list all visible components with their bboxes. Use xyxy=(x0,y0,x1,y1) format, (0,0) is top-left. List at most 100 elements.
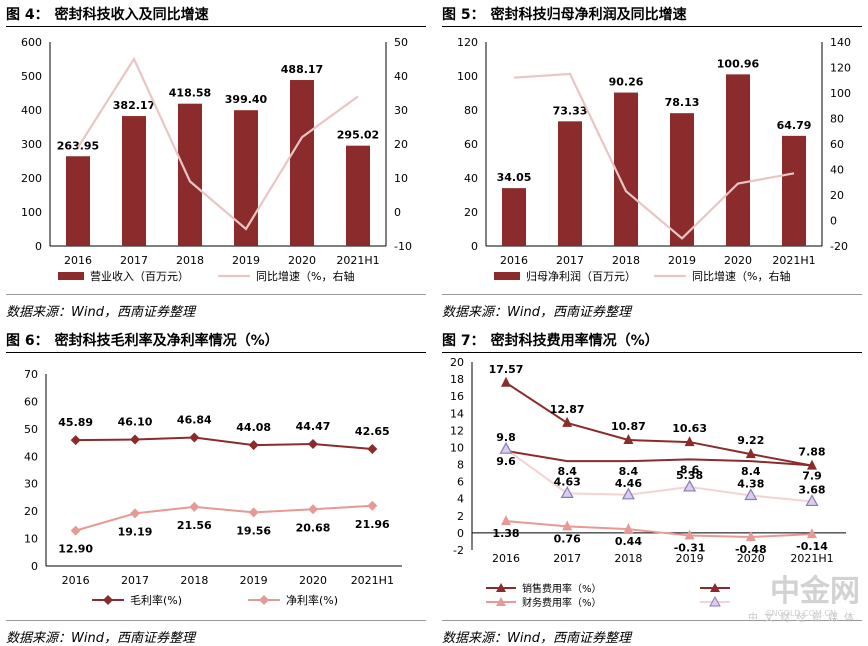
legend-swatch-marker xyxy=(103,595,113,605)
left-tick-label: 0 xyxy=(31,560,38,573)
data-label: 4.63 xyxy=(554,475,581,488)
data-label: 7.88 xyxy=(798,446,825,459)
bar-value-label: 73.33 xyxy=(553,104,588,117)
left-tick-label: 12 xyxy=(450,424,464,437)
left-tick-label: 20 xyxy=(450,356,464,369)
series-line xyxy=(505,449,813,467)
series-marker xyxy=(560,486,574,498)
chart-revenue: 0100200300400500600-1001020304050263.952… xyxy=(21,36,412,283)
bar xyxy=(726,74,750,246)
x-tick-label: 2017 xyxy=(121,574,149,587)
x-tick-label: 2019 xyxy=(676,552,704,565)
figure-number: 图 5： xyxy=(442,7,485,23)
data-label: 5.38 xyxy=(676,469,703,482)
growth-line xyxy=(513,72,795,240)
left-tick-label: 80 xyxy=(464,104,478,117)
data-label: 19.19 xyxy=(118,525,153,538)
x-tick-label: 2021H1 xyxy=(336,254,379,267)
left-tick-label: 40 xyxy=(464,172,478,185)
figure-number: 图 7： xyxy=(442,333,485,349)
legend-swatch-marker xyxy=(709,595,721,607)
bar xyxy=(122,116,146,247)
bar-value-label: 418.58 xyxy=(169,87,211,100)
series-marker xyxy=(805,494,819,507)
data-label: 8.6 xyxy=(680,463,700,476)
data-label: 9.22 xyxy=(737,434,764,447)
left-tick-label: 2 xyxy=(457,510,464,523)
left-tick-label: 20 xyxy=(464,206,478,219)
data-label: 1.38 xyxy=(492,527,519,540)
figure-title: 密封科技费用率情况（%） xyxy=(490,333,659,349)
series-marker xyxy=(367,444,378,455)
series-marker xyxy=(562,416,573,427)
right-tick-label: -10 xyxy=(394,240,412,253)
data-label: -0.14 xyxy=(796,540,828,553)
series-line xyxy=(75,436,373,451)
data-label: -0.31 xyxy=(674,542,706,555)
figure-title: 密封科技收入及同比增速 xyxy=(54,7,209,23)
bar xyxy=(670,113,694,246)
panel-revenue: 图 4： 密封科技收入及同比增速 0 100 200 300 400 500 600 -10 0 1… xyxy=(6,4,426,324)
bar xyxy=(234,110,258,246)
bar xyxy=(614,92,638,246)
x-tick-label: 2020 xyxy=(288,254,316,267)
data-label: 45.89 xyxy=(58,416,93,429)
left-tick-label: 8 xyxy=(457,459,464,472)
bar-value-label: 488.17 xyxy=(281,63,323,76)
right-tick-label: 20 xyxy=(830,189,844,202)
data-label: 0.76 xyxy=(554,532,581,545)
right-tick-label: 50 xyxy=(394,36,408,49)
series-marker xyxy=(499,441,513,454)
data-label: 0.44 xyxy=(615,535,642,548)
watermark-subtitle: 中文财经新媒体 xyxy=(748,613,860,624)
x-tick-label: 2017 xyxy=(120,254,148,267)
data-label: -0.48 xyxy=(735,543,767,556)
legend-swatch-marker xyxy=(496,597,506,606)
series-marker xyxy=(367,500,378,511)
x-tick-label: 2017 xyxy=(553,552,581,565)
data-label: 17.57 xyxy=(489,363,524,376)
legend-label: 同比增速（%，右轴 xyxy=(256,269,354,283)
right-tick-label: 120 xyxy=(830,62,851,75)
bar xyxy=(558,121,582,246)
left-tick-label: 300 xyxy=(21,138,42,151)
x-tick-label: 2018 xyxy=(176,254,204,267)
watermark-url: CNGOLD.COM.CN xyxy=(765,609,836,618)
legend-label: 毛利率(%) xyxy=(130,593,182,607)
series-marker xyxy=(623,523,634,534)
series-marker xyxy=(621,487,635,500)
data-label: 10.87 xyxy=(611,420,646,433)
panel-title: 图 5： 密封科技归母净利润及同比增速 xyxy=(442,4,862,27)
bar-value-label: 295.02 xyxy=(337,129,379,142)
left-tick-label: 600 xyxy=(21,36,42,49)
left-tick-label: 0 xyxy=(471,240,478,253)
legend-label: 归母净利润（百万元） xyxy=(526,269,636,283)
bar xyxy=(66,156,90,246)
x-tick-label: 2016 xyxy=(500,254,528,267)
right-tick-label: 40 xyxy=(394,70,408,83)
series-marker xyxy=(130,508,140,519)
legend-label: 同比增速（%，右轴 xyxy=(692,269,790,283)
left-tick-label: 200 xyxy=(21,172,42,185)
left-tick-label: 10 xyxy=(24,533,38,546)
left-tick-label: 100 xyxy=(21,206,42,219)
figure-title: 密封科技毛利率及净利率情况（%） xyxy=(54,333,279,349)
data-label: 46.10 xyxy=(118,416,153,429)
data-label: 44.08 xyxy=(236,421,271,434)
x-tick-label: 2018 xyxy=(614,552,642,565)
data-source: 数据来源：Wind，西南证券整理 xyxy=(6,620,426,646)
series-marker xyxy=(745,531,756,542)
series-line xyxy=(505,520,813,539)
data-label: 8.4 xyxy=(741,465,761,478)
data-label: 4.38 xyxy=(737,477,764,490)
data-source: 数据来源：Wind，西南证券整理 xyxy=(6,294,426,320)
data-source: 数据来源：Wind，西南证券整理 xyxy=(442,620,862,646)
bar-value-label: 399.40 xyxy=(225,93,268,106)
series-line xyxy=(75,504,373,532)
series-marker xyxy=(189,501,200,512)
watermark-logo: 中金网 xyxy=(770,574,860,609)
right-tick-label: 0 xyxy=(830,215,837,228)
left-tick-label: 60 xyxy=(464,138,478,151)
legend-swatch-bar xyxy=(494,272,520,280)
figure-number: 图 6： xyxy=(6,333,49,349)
